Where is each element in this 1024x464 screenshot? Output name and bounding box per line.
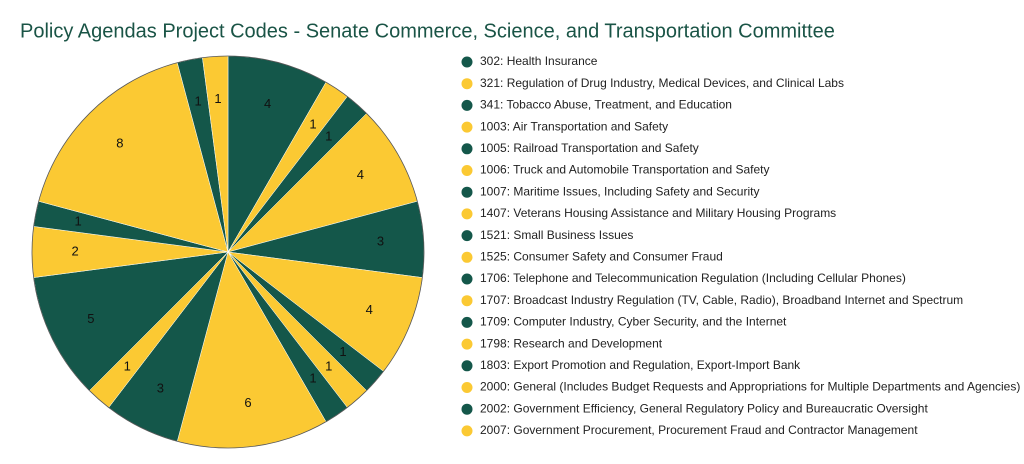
legend-label: 2007: Government Procurement, Procuremen… [480, 423, 918, 437]
legend-label: 1521: Small Business Issues [480, 228, 633, 242]
legend-label: 1525: Consumer Safety and Consumer Fraud [480, 249, 723, 263]
slice-label: 4 [264, 96, 271, 111]
legend-label: 1709: Computer Industry, Cyber Security,… [480, 315, 787, 329]
slice-label: 1 [214, 91, 221, 106]
slice-label: 3 [157, 381, 164, 396]
legend-label: 2002: Government Efficiency, General Reg… [480, 401, 928, 415]
legend-label: 1706: Telephone and Telecommunication Re… [480, 271, 906, 285]
slice-label: 1 [325, 128, 332, 143]
legend-swatch [461, 121, 473, 133]
legend-swatch [461, 186, 473, 198]
slice-label: 8 [116, 135, 123, 150]
legend-swatch [461, 143, 473, 155]
legend-label: 1407: Veterans Housing Assistance and Mi… [480, 206, 836, 220]
legend-label: 1007: Maritime Issues, Including Safety … [480, 184, 759, 198]
slice-label: 4 [366, 302, 373, 317]
legend-swatch [461, 99, 473, 111]
legend-swatch [461, 273, 473, 285]
legend-label: 2000: General (Includes Budget Requests … [480, 380, 1020, 394]
legend-label: 1006: Truck and Automobile Transportatio… [480, 163, 770, 177]
chart-title: Policy Agendas Project Codes - Senate Co… [20, 20, 835, 42]
legend-swatch [461, 165, 473, 176]
legend-label: 1003: Air Transportation and Safety [480, 119, 668, 133]
legend-swatch [461, 295, 473, 307]
legend-swatch [461, 230, 473, 242]
slice-label: 3 [377, 233, 384, 248]
legend-swatch [461, 338, 473, 350]
legend-swatch [461, 208, 473, 220]
slice-label: 4 [357, 167, 364, 182]
slice-label: 2 [72, 243, 79, 258]
slice-label: 1 [325, 358, 332, 373]
slice-label: 1 [309, 371, 316, 386]
legend-label: 321: Regulation of Drug Industry, Medica… [480, 76, 844, 90]
legend-swatch [461, 403, 473, 415]
pie-outline [31, 55, 425, 449]
legend-swatch [461, 382, 473, 393]
slice-label: 1 [309, 116, 316, 131]
legend-label: 1803: Export Promotion and Regulation, E… [480, 358, 801, 372]
legend-label: 302: Health Insurance [480, 54, 598, 68]
legend-label: 1005: Railroad Transportation and Safety [480, 141, 699, 155]
slice-label: 1 [124, 358, 131, 373]
legend-label: 1798: Research and Development [480, 336, 663, 350]
legend-swatch [461, 360, 473, 372]
slice-label: 1 [339, 344, 346, 359]
legend-swatch [461, 56, 473, 68]
legend-swatch [461, 251, 473, 263]
legend-label: 341: Tobacco Abuse, Treatment, and Educa… [480, 98, 732, 112]
slice-label: 5 [87, 311, 94, 326]
slice-label: 1 [195, 93, 202, 108]
legend-swatch [461, 316, 473, 328]
slice-label: 6 [244, 395, 251, 410]
slice-label: 1 [74, 214, 81, 229]
legend-label: 1707: Broadcast Industry Regulation (TV,… [480, 293, 963, 307]
legend-swatch [461, 425, 473, 437]
legend-swatch [461, 78, 473, 90]
